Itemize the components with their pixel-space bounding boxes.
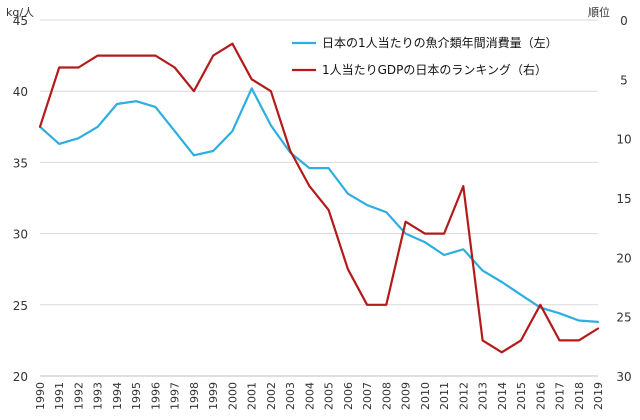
x-tick-1997: 1997 <box>169 382 182 410</box>
y-left-tick-40: 40 <box>13 85 28 99</box>
y-left-unit-label: kg/人 <box>6 6 34 19</box>
x-tick-2001: 2001 <box>246 382 259 410</box>
y-left-tick-30: 30 <box>13 228 28 242</box>
legend-label-gdp: 1人当たりGDPの日本のランキング（右） <box>322 62 547 77</box>
x-tick-2002: 2002 <box>265 382 278 410</box>
x-tick-2003: 2003 <box>284 382 297 410</box>
y-left-tick-45: 45 <box>13 14 28 28</box>
x-tick-1998: 1998 <box>188 382 201 410</box>
y-right-tick-15: 15 <box>616 192 631 206</box>
x-tick-2012: 2012 <box>457 382 470 410</box>
y-right-tick-30: 30 <box>616 370 631 384</box>
x-tick-2019: 2019 <box>592 382 605 410</box>
x-tick-2008: 2008 <box>380 382 393 410</box>
x-tick-1990: 1990 <box>34 382 47 410</box>
series-line-1 <box>38 42 600 354</box>
y-right-tick-20: 20 <box>616 251 631 265</box>
y-right-unit-label: 順位 <box>588 5 610 19</box>
x-tick-1994: 1994 <box>111 382 124 410</box>
x-tick-2016: 2016 <box>534 382 547 410</box>
x-tick-2007: 2007 <box>361 382 374 410</box>
x-tick-2011: 2011 <box>438 382 451 410</box>
legend-label-fish: 日本の1人当たりの魚介類年間消費量（左） <box>322 35 558 50</box>
y-left-tick-35: 35 <box>13 156 28 170</box>
x-tick-1993: 1993 <box>92 382 105 410</box>
y-left-tick-25: 25 <box>13 299 28 313</box>
y-right-tick-10: 10 <box>616 133 631 147</box>
x-tick-2006: 2006 <box>342 382 355 410</box>
x-tick-2017: 2017 <box>554 382 567 410</box>
y-right-tick-5: 5 <box>620 73 628 87</box>
x-tick-2015: 2015 <box>515 382 528 410</box>
x-tick-2018: 2018 <box>573 382 586 410</box>
x-tick-2005: 2005 <box>323 382 336 410</box>
x-tick-2013: 2013 <box>477 382 490 410</box>
legend: 日本の1人当たりの魚介類年間消費量（左） 1人当たりGDPの日本のランキング（右… <box>292 35 558 77</box>
y-right-tick-25: 25 <box>616 311 631 325</box>
x-tick-2000: 2000 <box>226 382 239 410</box>
x-tick-1999: 1999 <box>207 382 220 410</box>
x-tick-1996: 1996 <box>149 382 162 410</box>
x-tick-2009: 2009 <box>400 382 413 410</box>
x-tick-1991: 1991 <box>53 382 66 410</box>
x-tick-1992: 1992 <box>72 382 85 410</box>
series-line-0 <box>38 87 600 323</box>
x-tick-2004: 2004 <box>303 382 316 410</box>
y-right-tick-0: 0 <box>620 14 628 28</box>
series-layer <box>38 42 600 354</box>
y-left-tick-20: 20 <box>13 370 28 384</box>
x-tick-2010: 2010 <box>419 382 432 410</box>
x-tick-1995: 1995 <box>130 382 143 410</box>
axes: kg/人 順位 20 25 30 35 40 45 0 5 10 15 20 25 30 1990 1991… <box>6 5 632 410</box>
x-tick-2014: 2014 <box>496 382 509 410</box>
